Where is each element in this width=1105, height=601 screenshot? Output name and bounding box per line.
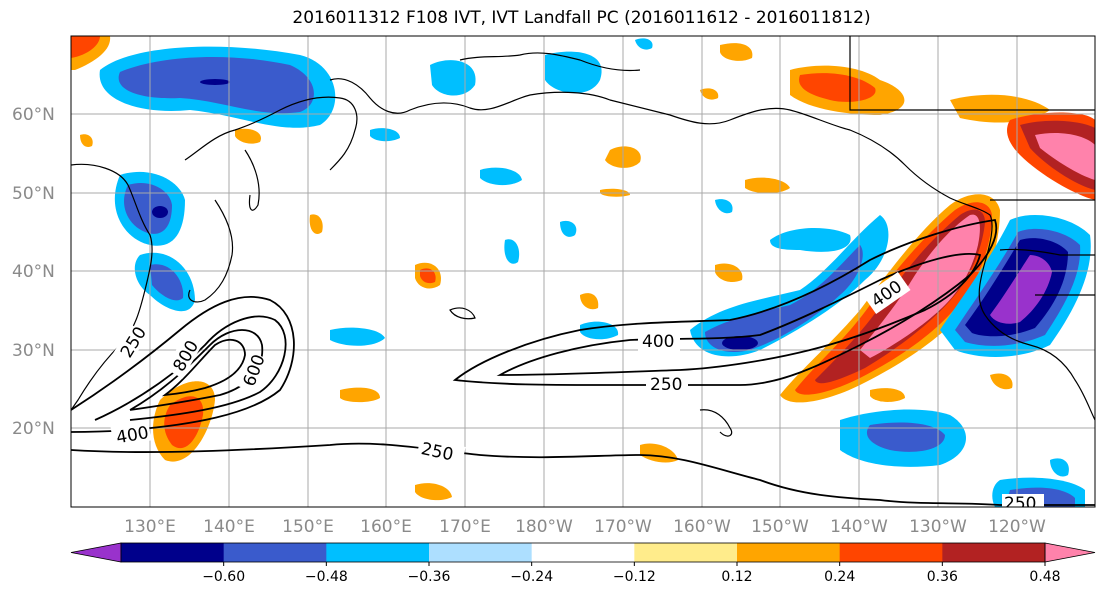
contour-label: 250: [650, 375, 682, 395]
lon-label: 150°E: [282, 517, 334, 537]
colorbar-frame: [120, 542, 1046, 563]
plot-frame: [70, 35, 1096, 508]
lat-label: 20°N: [12, 419, 55, 439]
colorbar-tick-label: 0.24: [824, 569, 855, 585]
lon-label: 180°W: [515, 517, 573, 537]
lon-label: 130°W: [909, 517, 967, 537]
lon-label: 120°W: [988, 517, 1046, 537]
lat-label: 50°N: [12, 184, 55, 204]
colorbar-tick-label: −0.60: [202, 569, 245, 585]
lat-label: 30°N: [12, 341, 55, 361]
lon-label: 140°W: [830, 517, 888, 537]
colorbar-tick-label: −0.24: [510, 569, 553, 585]
colorbar-tick-label: 0.36: [927, 569, 958, 585]
colorbar-segment: [531, 543, 635, 562]
colorbar: −0.60 −0.48 −0.36 −0.24 −0.12 0.12 0.24 0.36 0.4…: [70, 542, 1096, 585]
latitude-labels: 60°N 50°N 40°N 30°N 20°N: [12, 105, 55, 439]
coastlines: [71, 36, 1095, 437]
colorbar-segment: [326, 543, 430, 562]
lat-label: 60°N: [12, 105, 55, 125]
colorbar-tick-label: 0.12: [721, 569, 752, 585]
lon-label: 170°W: [594, 517, 652, 537]
graticule: [71, 36, 1095, 507]
colorbar-extension-high: [1044, 542, 1096, 563]
lon-label: 160°W: [673, 517, 731, 537]
longitude-labels: 130°E 140°E 150°E 160°E 170°E 180°W 170°…: [124, 517, 1046, 537]
map-title: 2016011312 F108 IVT, IVT Landfall PC (20…: [292, 8, 871, 28]
lon-label: 130°E: [124, 517, 176, 537]
colorbar-segment: [429, 543, 533, 562]
contour-label: 400: [642, 332, 674, 352]
contour-label: 250: [1004, 494, 1036, 514]
colorbar-tick-label: −0.12: [613, 569, 656, 585]
colorbar-segment: [223, 543, 327, 562]
lat-label: 40°N: [12, 262, 55, 282]
colorbar-segment: [839, 543, 943, 562]
colorbar-segment: [634, 543, 738, 562]
colorbar-extension-low: [70, 542, 122, 563]
lon-label: 150°W: [751, 517, 809, 537]
lon-label: 140°E: [203, 517, 255, 537]
colorbar-tick-label: −0.48: [305, 569, 348, 585]
lon-label: 170°E: [439, 517, 491, 537]
colorbar-segment: [121, 543, 225, 562]
colorbar-segment: [737, 543, 841, 562]
colorbar-segment: [942, 543, 1046, 562]
colorbar-tick-label: −0.36: [408, 569, 451, 585]
colorbar-tick-label: 0.48: [1029, 569, 1060, 585]
lon-label: 160°E: [360, 517, 412, 537]
